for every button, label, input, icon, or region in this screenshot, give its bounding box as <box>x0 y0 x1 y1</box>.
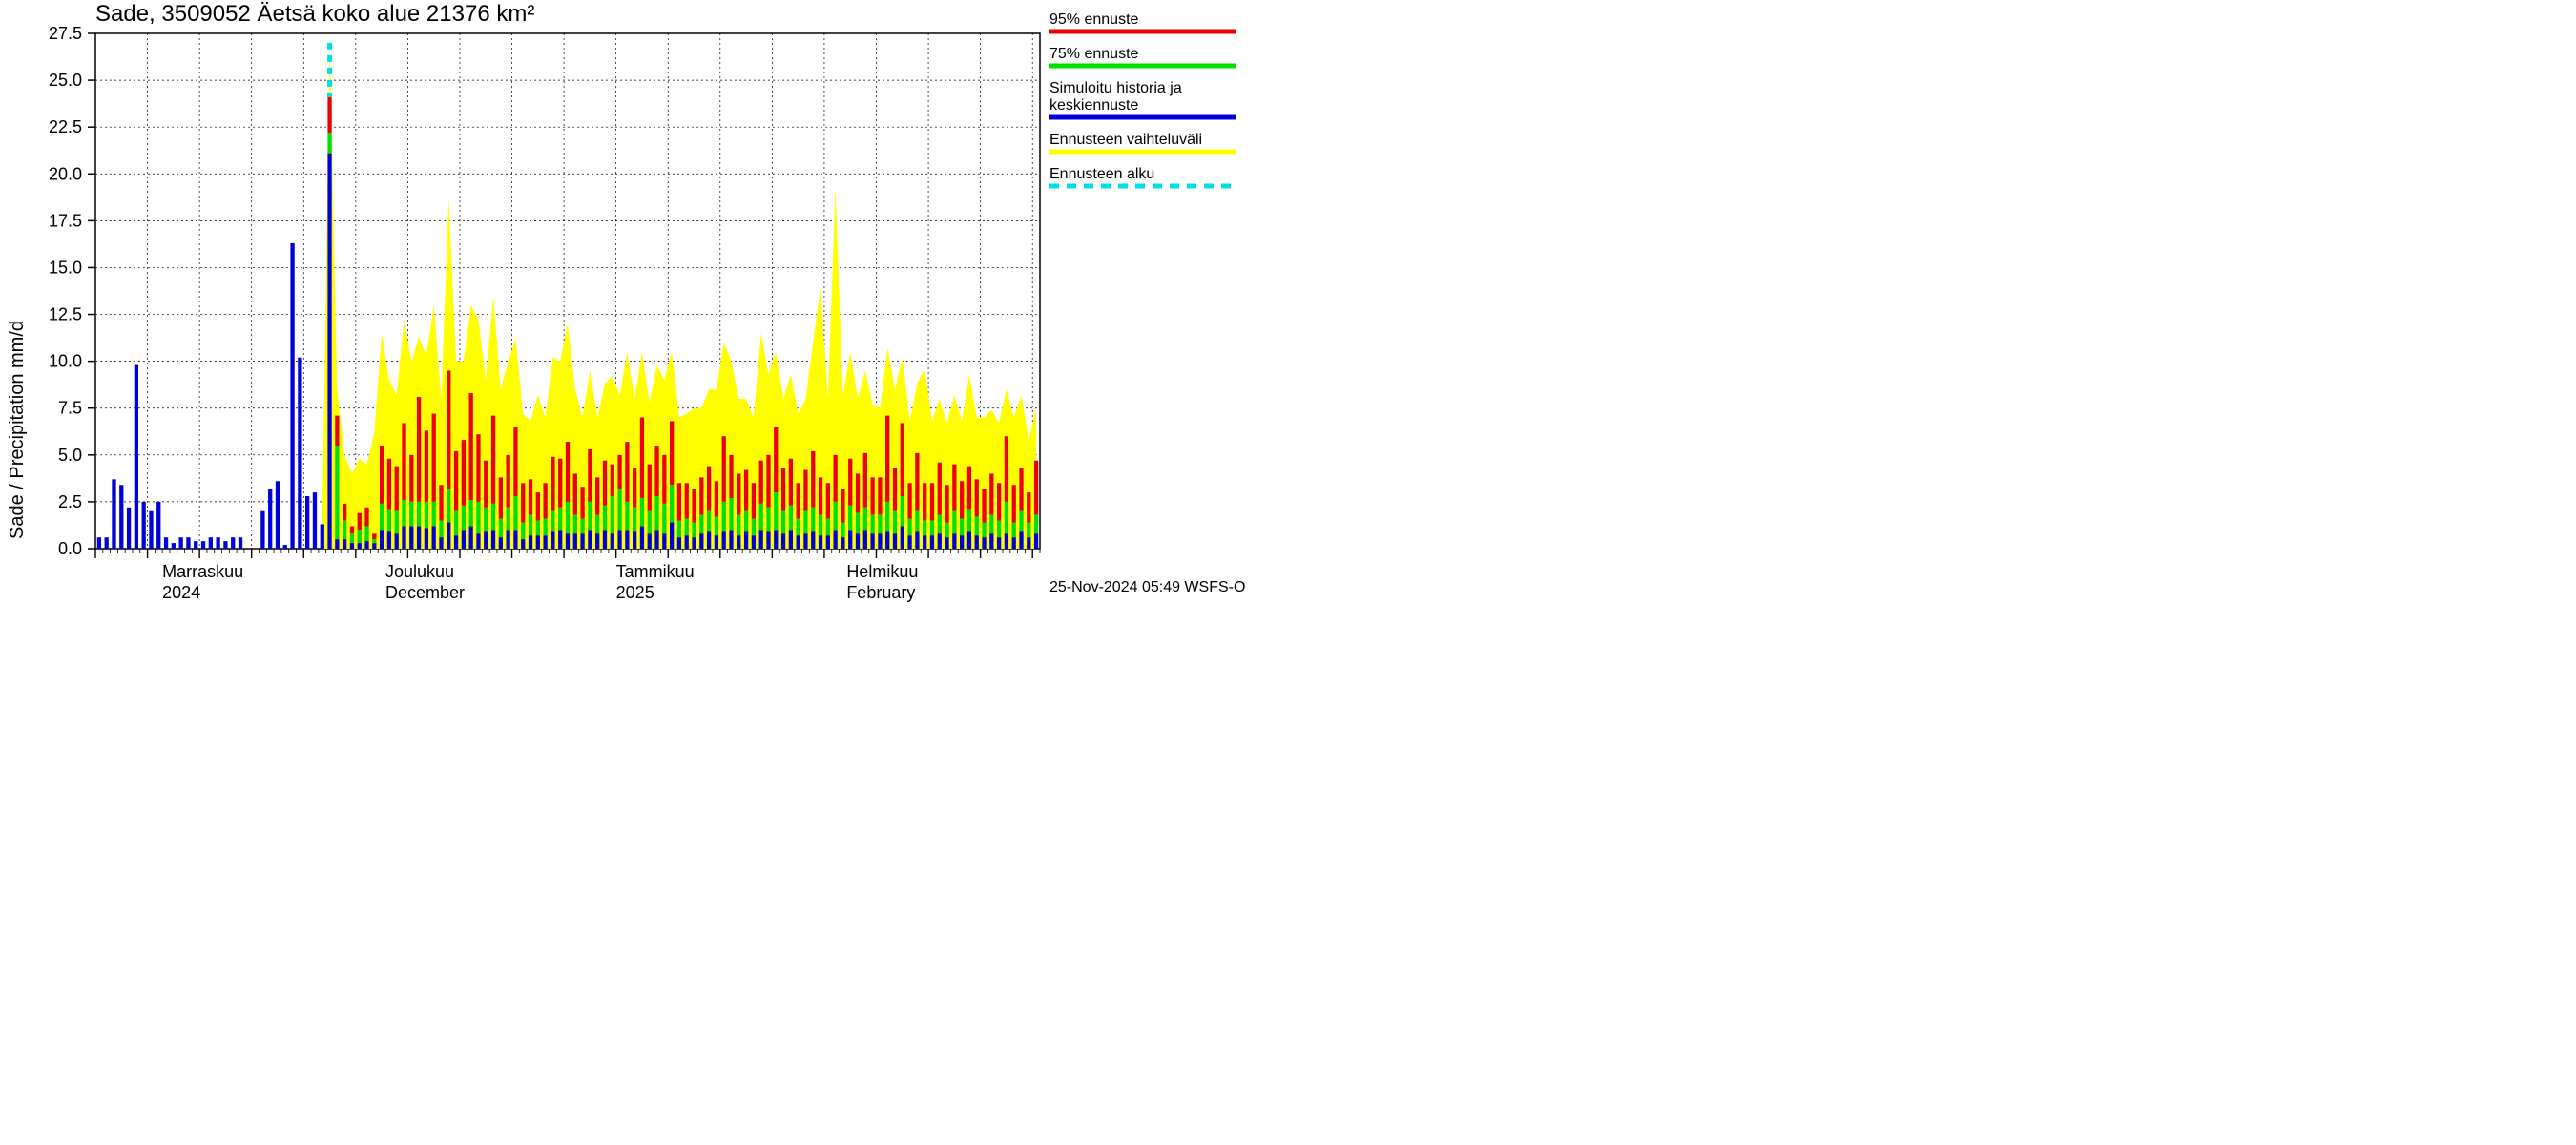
svg-text:7.5: 7.5 <box>58 399 82 418</box>
svg-text:2025: 2025 <box>616 583 654 602</box>
chart-svg: 0.0 2.5 5.0 7.5 10.0 12.5 15.0 17.5 20.0 22.5 25.0… <box>0 0 1431 636</box>
svg-text:22.5: 22.5 <box>49 117 82 136</box>
svg-text:Tammikuu: Tammikuu <box>616 562 695 581</box>
svg-text:Joulukuu: Joulukuu <box>385 562 454 581</box>
chart-footer: 25-Nov-2024 05:49 WSFS-O <box>1049 579 1245 595</box>
precipitation-chart: 0.0 2.5 5.0 7.5 10.0 12.5 15.0 17.5 20.0 22.5 25.0… <box>0 0 1431 636</box>
svg-text:25.0: 25.0 <box>49 71 82 90</box>
svg-text:10.0: 10.0 <box>49 352 82 371</box>
chart-title: Sade, 3509052 Äetsä koko alue 21376 km² <box>95 1 534 27</box>
svg-text:December: December <box>385 583 465 602</box>
svg-text:95% ennuste: 95% ennuste <box>1049 11 1139 28</box>
svg-text:75% ennuste: 75% ennuste <box>1049 46 1139 62</box>
svg-text:15.0: 15.0 <box>49 258 82 277</box>
svg-text:Helmikuu: Helmikuu <box>846 562 918 581</box>
y-axis-label: Sade / Precipitation mm/d <box>7 321 28 539</box>
svg-text:12.5: 12.5 <box>49 305 82 324</box>
svg-text:2.5: 2.5 <box>58 492 82 511</box>
svg-text:keskiennuste: keskiennuste <box>1049 97 1138 114</box>
svg-text:Ennusteen alku: Ennusteen alku <box>1049 166 1154 182</box>
svg-text:27.5: 27.5 <box>49 24 82 43</box>
svg-text:5.0: 5.0 <box>58 446 82 465</box>
svg-text:February: February <box>846 583 915 602</box>
svg-text:0.0: 0.0 <box>58 539 82 558</box>
svg-text:Ennusteen vaihteluväli: Ennusteen vaihteluväli <box>1049 132 1202 148</box>
svg-text:2024: 2024 <box>162 583 200 602</box>
svg-text:20.0: 20.0 <box>49 164 82 183</box>
svg-text:17.5: 17.5 <box>49 211 82 230</box>
svg-text:Simuloitu historia ja: Simuloitu historia ja <box>1049 80 1182 96</box>
svg-text:Marraskuu: Marraskuu <box>162 562 243 581</box>
